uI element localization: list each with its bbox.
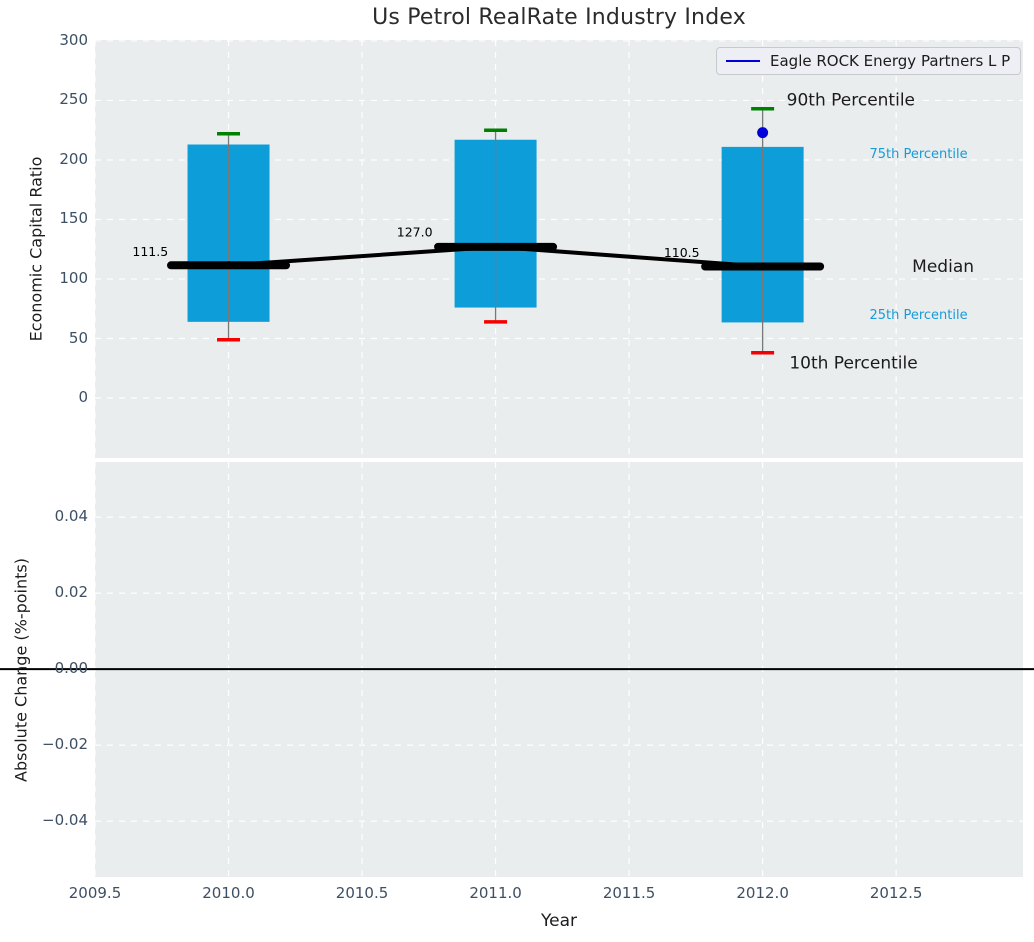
annotation-90th-percentile: 90th Percentile (787, 90, 915, 110)
y-tick-label: 50 (26, 329, 88, 347)
y-tick-label: 150 (26, 209, 88, 227)
median-value-label: 127.0 (397, 225, 433, 240)
chart-title: Us Petrol RealRate Industry Index (0, 5, 1034, 30)
median-value-label: 111.5 (132, 244, 168, 259)
x-tick-label: 2012.0 (718, 884, 808, 902)
chart-figure: 111.5 127.0 110.5 90th Percentile 75th Perce… (0, 0, 1034, 942)
x-tick-label: 2010.0 (184, 884, 274, 902)
annotation-75th-percentile: 75th Percentile (869, 147, 967, 162)
y-tick-label: 100 (26, 269, 88, 287)
x-tick-label: 2010.5 (317, 884, 407, 902)
annotation-25th-percentile: 25th Percentile (869, 308, 967, 323)
x-tick-label: 2012.5 (851, 884, 941, 902)
annotation-10th-percentile: 10th Percentile (789, 353, 917, 373)
annotation-median: Median (912, 257, 974, 277)
y-tick-label: 0 (26, 388, 88, 406)
x-tick-label: 2011.5 (584, 884, 674, 902)
y-tick-label: 200 (26, 150, 88, 168)
legend-line-swatch (726, 60, 760, 62)
y-tick-label: 250 (26, 90, 88, 108)
y-tick-label: −0.04 (26, 811, 88, 829)
y-tick-label: 300 (26, 31, 88, 49)
chart-canvas: 111.5 127.0 110.5 90th Percentile 75th Perce… (0, 0, 1034, 942)
y-tick-label: 0.02 (26, 583, 88, 601)
median-value-label: 110.5 (664, 245, 700, 260)
y-tick-label: 0.00 (26, 659, 88, 677)
series-point (757, 127, 768, 138)
ylabel-economic-capital-ratio: Economic Capital Ratio (27, 157, 46, 342)
y-tick-label: −0.02 (26, 735, 88, 753)
y-tick-label: 0.04 (26, 507, 88, 525)
x-tick-label: 2011.0 (451, 884, 541, 902)
x-tick-label: 2009.5 (50, 884, 140, 902)
legend-series-label: Eagle ROCK Energy Partners L P (770, 52, 1010, 70)
xlabel-year: Year (0, 911, 1034, 931)
legend-box: Eagle ROCK Energy Partners L P (716, 47, 1021, 75)
